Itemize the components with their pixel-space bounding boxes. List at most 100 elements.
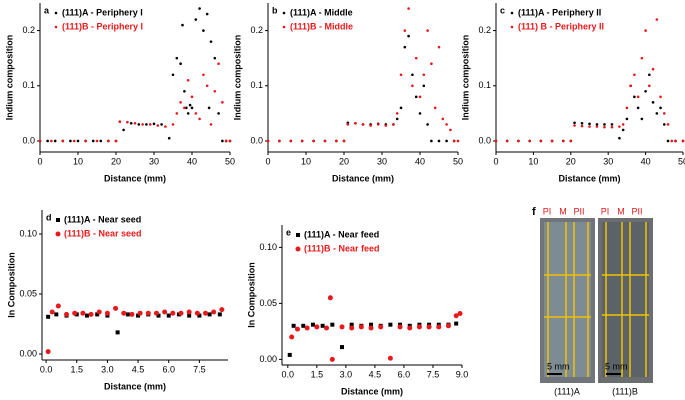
point [167,136,171,140]
legend-marker [55,231,61,237]
point [186,112,190,115]
point [666,123,670,126]
x-tick-label: 0.0 [282,369,295,379]
legend-marker [56,218,60,222]
legend-label: (111)B - Middle [290,21,353,31]
point [441,117,445,121]
y-tick-label: 0.1 [22,80,35,90]
grid-overlay [544,222,649,377]
point [610,123,614,126]
point [550,139,554,143]
point [209,40,213,43]
point [53,139,57,143]
point [72,139,76,143]
legend-label: (111)B - Periphery I [62,21,143,31]
point [349,322,354,327]
point [145,310,151,316]
x-axis-label: Distance (mm) [104,381,166,391]
point [171,123,175,126]
point [221,101,224,104]
point [156,124,160,127]
point [618,125,621,128]
sample-label: (111)A [554,386,580,396]
point [445,139,448,143]
point [430,62,433,66]
point [76,139,80,143]
x-tick-label: 0 [37,156,42,166]
point [137,123,141,126]
point [84,313,89,318]
point [289,334,295,340]
x-tick-label: 0.0 [40,364,53,374]
x-tick-label: 20 [566,156,576,166]
point [595,125,599,128]
y-axis-label: In Composition [246,262,256,328]
point [414,56,418,60]
point [407,34,410,38]
x-tick-label: 7.5 [427,369,440,379]
x-tick-label: 30 [377,156,387,166]
point [452,139,456,143]
point [648,84,651,88]
column-label: PI [543,206,552,216]
legend-label: (111)A - Middle [290,7,353,17]
x-tick-label: 50 [678,156,685,166]
point [349,325,355,331]
point [426,29,429,32]
point [69,139,72,143]
x-tick-label: 20 [339,156,349,166]
point [625,117,629,121]
point [335,139,338,143]
series [494,73,685,143]
scale-label: 5 mm [605,361,628,371]
point [278,139,281,143]
column-label: M [617,206,625,216]
point [175,112,179,115]
point [91,139,95,143]
point [403,29,407,32]
legend-label: (111)B - Near feed [304,243,380,253]
point [407,7,410,10]
point [164,125,167,128]
x-tick-label: 3.0 [340,369,353,379]
x-tick-label: 10 [528,156,538,166]
point [310,322,315,327]
point [426,123,429,126]
point [291,323,296,328]
y-tick-label: 0.05 [19,288,37,298]
column-label: PI [601,206,610,216]
panel-label: a [44,5,50,15]
point [202,29,205,32]
point [185,106,188,110]
point [454,321,459,326]
point [133,122,137,125]
point [340,345,344,350]
point [207,312,212,317]
legend-marker [54,25,58,29]
point [588,125,591,128]
point [213,89,217,93]
y-axis-label: Indium composition [232,35,242,121]
x-tick-label: 7.5 [193,364,206,374]
column-label: M [559,206,567,216]
point [644,29,647,32]
point [418,112,422,115]
y-tick-label: 0.1 [250,80,263,90]
point [411,84,414,88]
point [397,324,403,330]
point [145,123,148,126]
point [207,106,211,110]
point [399,106,403,110]
point [224,139,228,143]
point [72,310,78,316]
point [171,73,175,77]
point [595,123,599,126]
point [387,355,393,361]
point [399,73,403,77]
y-axis-label: Indium composition [4,35,14,121]
point [324,325,330,331]
point [198,117,201,121]
point [49,309,55,315]
point [644,89,647,93]
point [670,139,674,143]
